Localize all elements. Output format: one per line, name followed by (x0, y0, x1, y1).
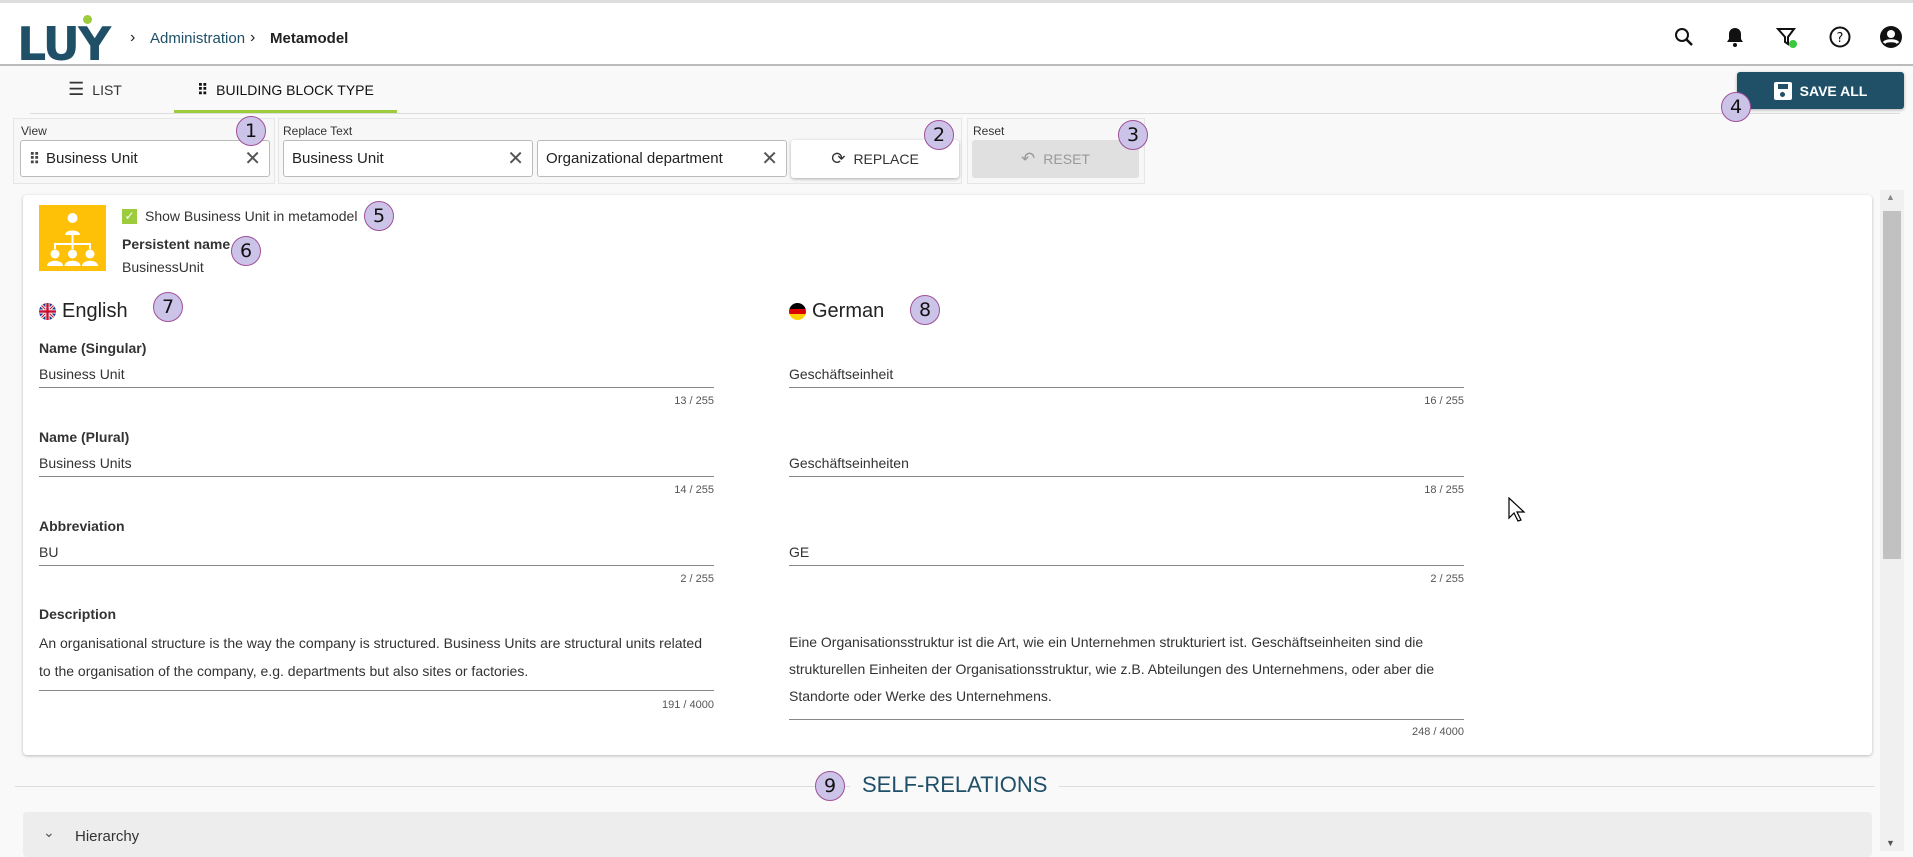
english-title: English (62, 300, 128, 322)
english-heading: English (39, 300, 128, 323)
annotation-badge: 5 (364, 201, 394, 231)
top-bar: LUY › Administration › Metamodel ? (0, 0, 1913, 71)
description-de-textarea[interactable]: Eine Organisationsstruktur ist die Art, … (789, 634, 1435, 704)
hierarchy-panel[interactable]: ⌄ Hierarchy (23, 812, 1872, 857)
description-en-textarea[interactable]: An organisational structure is the way t… (39, 635, 702, 679)
filter-icon[interactable] (1775, 25, 1799, 49)
char-counter: 248 / 4000 (1412, 726, 1464, 738)
char-counter: 18 / 255 (1424, 484, 1464, 496)
view-value: Business Unit (46, 150, 138, 167)
annotation-badge: 9 (815, 771, 845, 801)
tab-divider (30, 113, 1900, 114)
scroll-down-icon[interactable]: ▼ (1886, 838, 1895, 848)
name-plural-en-input[interactable]: Business Units (39, 455, 132, 471)
find-replace-icon: ⟳ (831, 149, 846, 168)
annotation-badge: 4 (1721, 92, 1751, 122)
replace-label: REPLACE (853, 151, 919, 167)
tab-label: BUILDING BLOCK TYPE (216, 81, 374, 98)
mouse-cursor-icon (1508, 497, 1526, 522)
clear-icon[interactable]: ✕ (507, 148, 524, 170)
chevron-down-icon[interactable]: ⌄ (43, 824, 55, 840)
input-underline (39, 387, 714, 388)
description-label: Description (39, 606, 117, 622)
replace-from-input[interactable]: Business Unit ✕ (283, 140, 533, 177)
replace-from-value: Business Unit (292, 150, 384, 167)
persistent-name-label: Persistent name (122, 236, 231, 252)
save-all-label: SAVE ALL (1799, 82, 1868, 99)
annotation-badge: 3 (1118, 120, 1148, 150)
input-underline (39, 476, 714, 477)
logo[interactable]: LUY (17, 15, 111, 71)
undo-icon: ↶ (1021, 149, 1036, 168)
view-select[interactable]: ⠿ Business Unit ✕ (20, 140, 270, 177)
bell-icon[interactable] (1723, 25, 1747, 49)
name-singular-en-input[interactable]: Business Unit (39, 366, 125, 382)
view-label: View (21, 124, 47, 138)
annotation-badge: 7 (153, 292, 183, 322)
input-underline (789, 565, 1464, 566)
search-icon[interactable] (1672, 25, 1696, 49)
german-flag-icon (789, 303, 806, 320)
hierarchy-label: Hierarchy (75, 828, 140, 845)
chevron-right-icon: › (130, 29, 136, 46)
account-icon[interactable] (1879, 25, 1903, 49)
save-all-button[interactable]: SAVE ALL (1737, 72, 1904, 109)
uk-flag-icon (39, 303, 56, 320)
name-plural-label: Name (Plural) (39, 429, 130, 445)
scrollbar-thumb[interactable] (1883, 211, 1901, 559)
grid-icon: ⠿ (29, 150, 40, 168)
save-icon (1773, 81, 1792, 100)
show-in-metamodel-label: Show Business Unit in metamodel (145, 208, 358, 224)
annotation-badge: 2 (924, 120, 954, 150)
input-underline (789, 476, 1464, 477)
persistent-name-value: BusinessUnit (122, 259, 204, 275)
chevron-right-icon: › (250, 29, 256, 46)
german-title: German (812, 300, 885, 322)
annotation-badge: 1 (236, 116, 266, 146)
replace-to-value: Organizational department (546, 150, 723, 167)
tab-list[interactable]: ☰ LIST (40, 66, 150, 113)
char-counter: 16 / 255 (1424, 395, 1464, 407)
char-counter: 191 / 4000 (662, 699, 714, 711)
show-in-metamodel-checkbox[interactable]: ✓ (122, 209, 137, 224)
clear-icon[interactable]: ✕ (761, 148, 778, 170)
input-underline (789, 719, 1464, 720)
char-counter: 2 / 255 (680, 573, 714, 585)
char-counter: 2 / 255 (1430, 573, 1464, 585)
input-underline (789, 387, 1464, 388)
name-plural-de-input[interactable]: Geschäftseinheiten (789, 455, 909, 471)
business-unit-icon (39, 205, 106, 271)
grid-icon: ⠿ (197, 81, 209, 99)
svg-text:?: ? (1837, 31, 1844, 46)
self-relations-title: SELF-RELATIONS (850, 772, 1060, 798)
active-tab-indicator (174, 110, 397, 113)
abbreviation-en-input[interactable]: BU (39, 544, 59, 560)
input-underline (39, 690, 714, 691)
clear-icon[interactable]: ✕ (244, 148, 261, 170)
input-underline (39, 565, 714, 566)
list-icon: ☰ (68, 79, 85, 99)
reset-label: Reset (973, 124, 1005, 138)
reset-label: RESET (1043, 151, 1090, 167)
abbreviation-label: Abbreviation (39, 518, 125, 534)
char-counter: 14 / 255 (674, 484, 714, 496)
help-icon[interactable]: ? (1828, 25, 1852, 49)
breadcrumb-metamodel: Metamodel (270, 30, 349, 47)
german-heading: German (789, 300, 884, 323)
tab-label: LIST (92, 81, 122, 98)
tab-building-block-type[interactable]: ⠿ BUILDING BLOCK TYPE (174, 66, 397, 113)
breadcrumb-administration[interactable]: Administration (150, 30, 246, 47)
reset-button[interactable]: ↶ RESET (972, 140, 1139, 178)
scroll-up-icon[interactable]: ▲ (1886, 192, 1895, 202)
replace-to-input[interactable]: Organizational department ✕ (537, 140, 787, 177)
building-block-card (23, 195, 1872, 755)
name-singular-label: Name (Singular) (39, 340, 147, 356)
name-singular-de-input[interactable]: Geschäftseinheit (789, 366, 894, 382)
annotation-badge: 8 (910, 295, 940, 325)
replace-label: Replace Text (283, 124, 353, 138)
annotation-badge: 6 (231, 236, 261, 266)
abbreviation-de-input[interactable]: GE (789, 544, 810, 560)
char-counter: 13 / 255 (674, 395, 714, 407)
